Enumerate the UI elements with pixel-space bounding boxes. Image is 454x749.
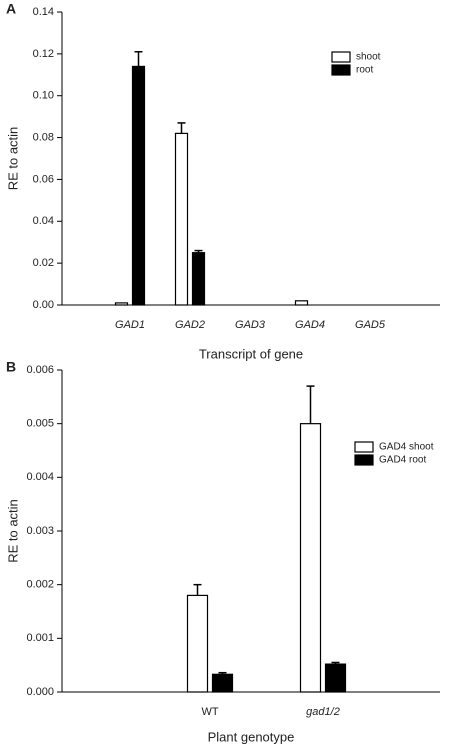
legend-swatch (354, 441, 374, 453)
legend-swatch (331, 51, 351, 63)
bar (174, 132, 189, 306)
y-tick-label: 0.005 (26, 418, 54, 430)
y-tick-label: 0.12 (33, 48, 54, 60)
x-tick-label: WT (201, 706, 218, 718)
y-axis-title: RE to actin (5, 499, 20, 563)
legend-label: GAD4 root (379, 455, 426, 466)
panel-label: B (6, 359, 16, 375)
bar (191, 252, 206, 306)
x-axis-title: Transcript of gene (199, 346, 303, 361)
y-tick-label: 0.006 (26, 364, 54, 376)
bar (114, 302, 129, 306)
y-tick-label: 0.10 (33, 90, 54, 102)
legend-swatch (331, 64, 351, 76)
x-axis-title: Plant genotype (208, 729, 295, 744)
y-tick-label: 0.04 (33, 215, 54, 227)
y-tick-label: 0.002 (26, 579, 54, 591)
y-tick-label: 0.004 (26, 471, 54, 483)
panel-label: A (6, 1, 16, 17)
legend-label: root (356, 65, 373, 76)
x-tick-label: gad1/2 (306, 706, 340, 718)
legend-label: shoot (356, 52, 381, 63)
legend-swatch (354, 454, 374, 466)
bar (324, 663, 347, 693)
bar (211, 673, 234, 693)
y-tick-label: 0.02 (33, 257, 54, 269)
y-axis-title: RE to actin (5, 127, 20, 191)
y-tick-label: 0.00 (33, 299, 54, 311)
x-tick-label: GAD4 (295, 319, 325, 331)
x-tick-label: GAD5 (355, 319, 386, 331)
y-tick-label: 0.14 (33, 6, 54, 18)
bar (294, 300, 309, 306)
bar (186, 594, 209, 693)
y-tick-label: 0.06 (33, 173, 54, 185)
legend-label: GAD4 shoot (379, 442, 434, 453)
y-tick-label: 0.003 (26, 525, 54, 537)
y-tick-label: 0.001 (26, 632, 54, 644)
y-tick-label: 0.000 (26, 686, 54, 698)
bar (131, 65, 146, 306)
x-tick-label: GAD3 (235, 319, 266, 331)
x-tick-label: GAD2 (175, 319, 205, 331)
x-tick-label: GAD1 (115, 319, 145, 331)
bar (299, 423, 322, 693)
y-tick-label: 0.08 (33, 131, 54, 143)
